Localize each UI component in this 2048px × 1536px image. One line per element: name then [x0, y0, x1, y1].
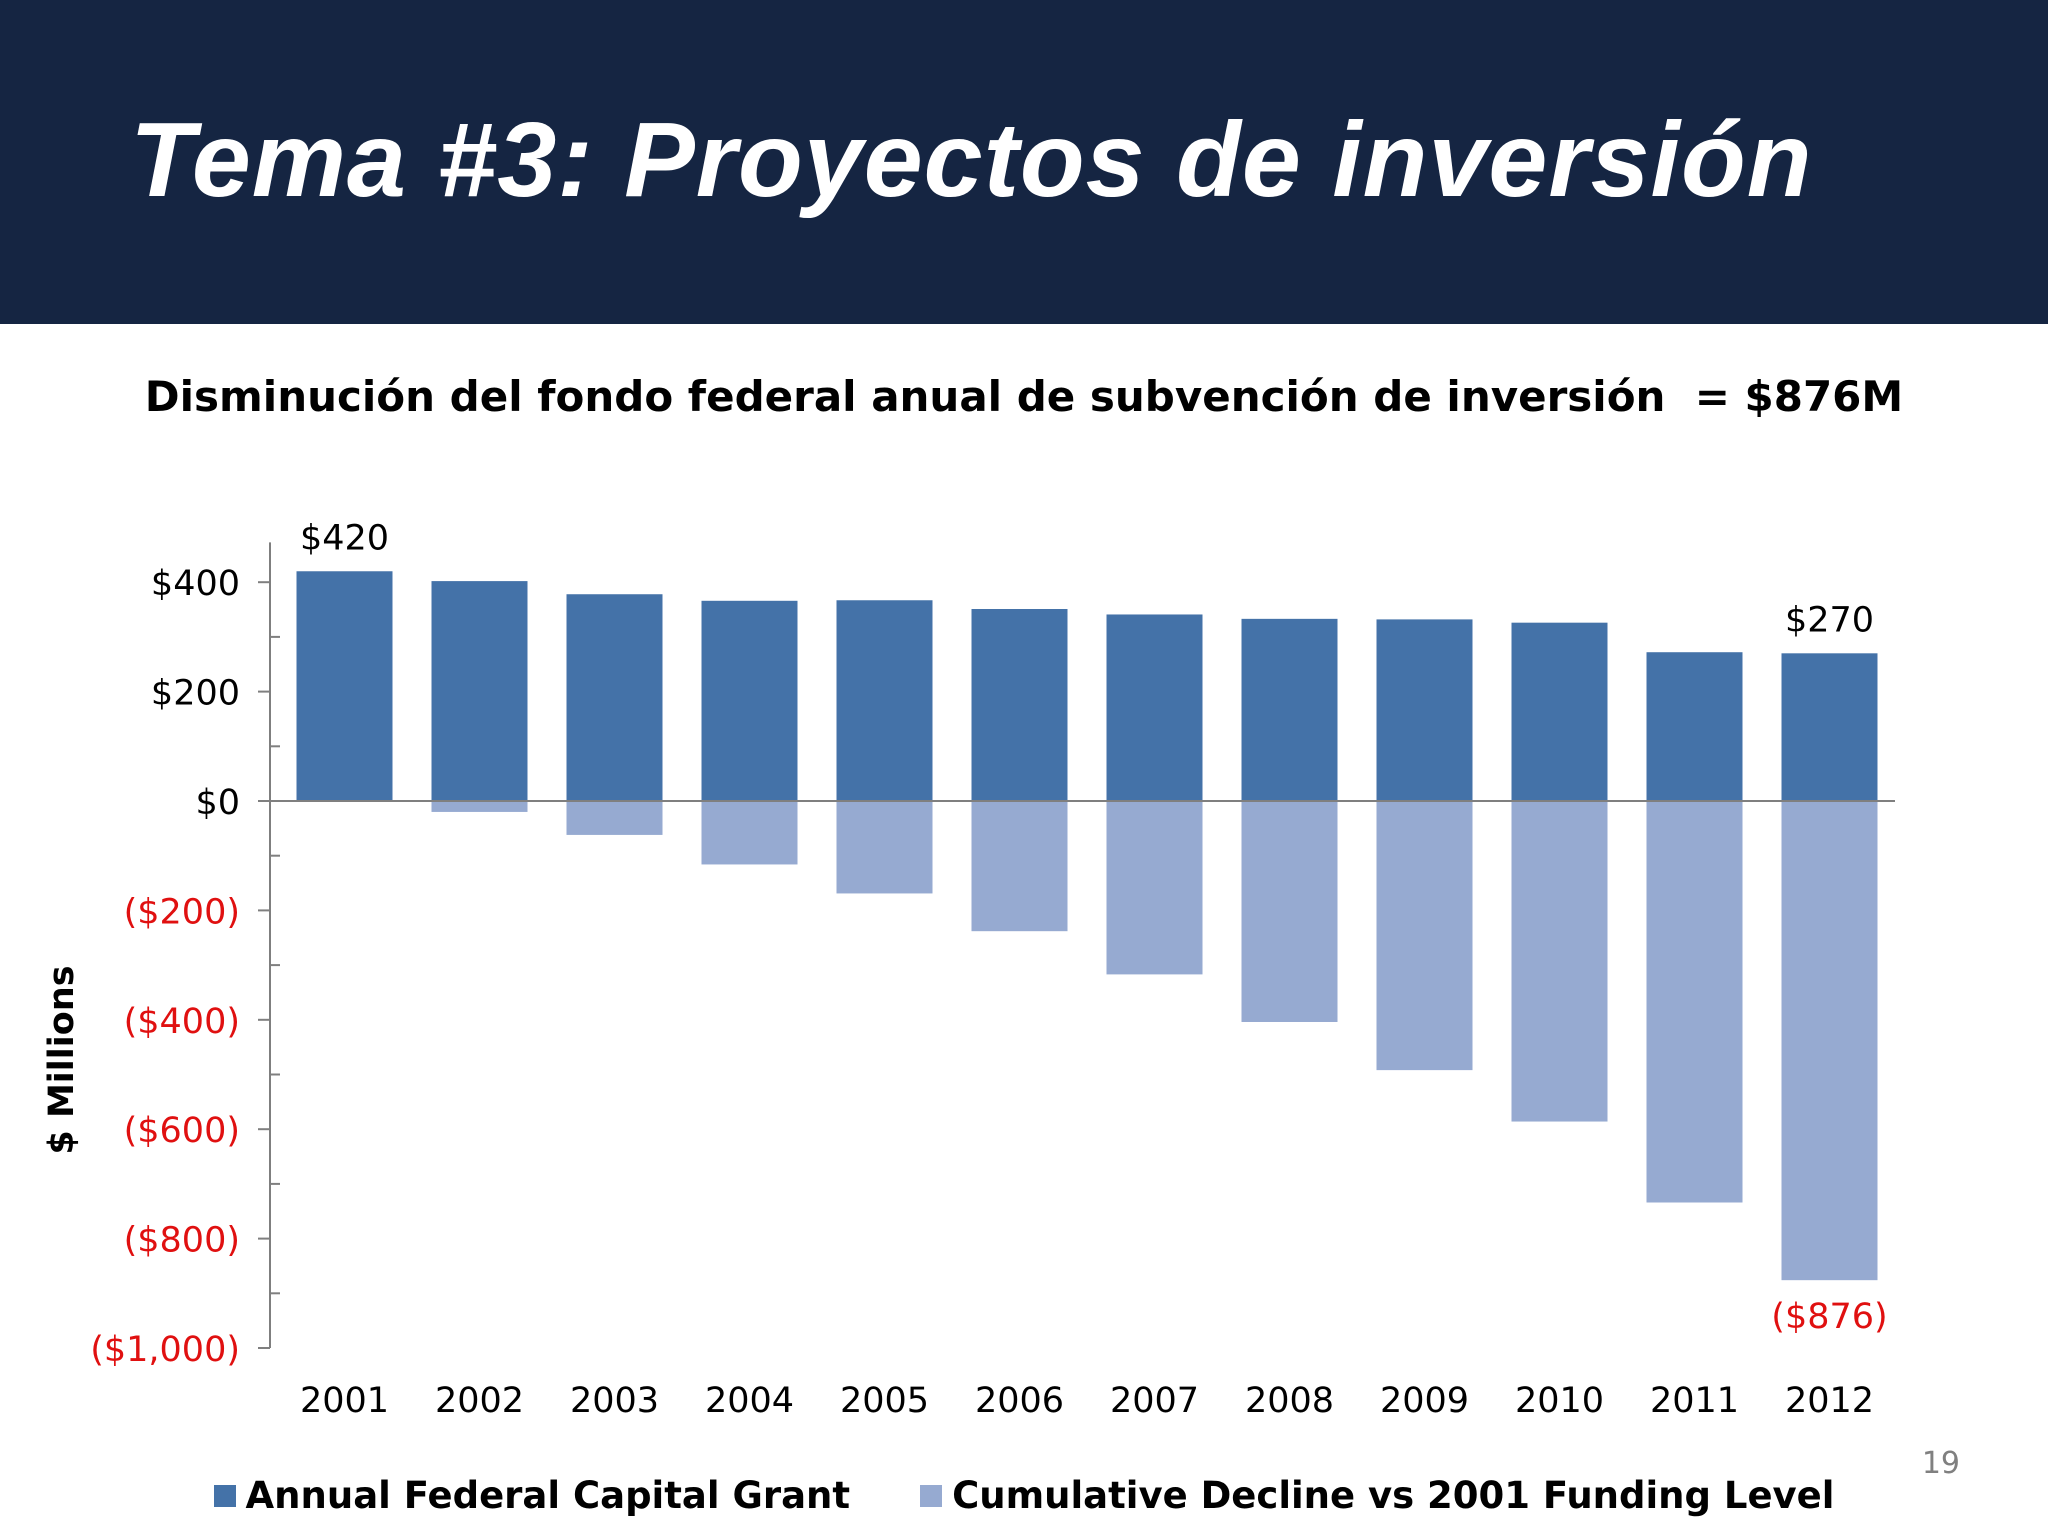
y-tick-label: ($800) — [124, 1221, 240, 1261]
decline-bar-2009 — [1376, 801, 1473, 1071]
grant-bar-2002 — [431, 581, 528, 801]
slide-title: Tema #3: Proyectos de inversión — [130, 101, 1813, 219]
legend-item-grant: Annual Federal Capital Grant — [213, 1474, 851, 1517]
title-bar: Tema #3: Proyectos de inversión — [0, 0, 2048, 324]
decline-bar-2008 — [1241, 801, 1338, 1022]
grant-bar-2009 — [1376, 619, 1473, 801]
chart-legend: Annual Federal Capital Grant Cumulative … — [0, 1474, 2048, 1517]
data-label-2001: $420 — [300, 518, 389, 558]
decline-bar-2007 — [1106, 801, 1203, 975]
y-tick-label: ($400) — [124, 1002, 240, 1042]
decline-bar-2011 — [1646, 801, 1743, 1203]
legend-item-decline: Cumulative Decline vs 2001 Funding Level — [920, 1474, 1834, 1517]
grant-bar-2005 — [836, 600, 933, 801]
x-tick-label-2011: 2011 — [1650, 1381, 1739, 1421]
grant-bar-2004 — [701, 600, 798, 801]
legend-label-decline: Cumulative Decline vs 2001 Funding Level — [952, 1474, 1835, 1517]
x-tick-label-2001: 2001 — [300, 1381, 389, 1421]
grant-bar-2007 — [1106, 614, 1203, 801]
y-tick-label: $200 — [151, 674, 240, 714]
y-tick-label: $0 — [195, 783, 240, 823]
decline-bar-2012 — [1781, 801, 1878, 1281]
y-tick-label: ($600) — [124, 1111, 240, 1151]
grant-bar-2011 — [1646, 652, 1743, 801]
x-tick-label-2006: 2006 — [975, 1381, 1064, 1421]
decline-bar-2010 — [1511, 801, 1608, 1122]
x-tick-label-2008: 2008 — [1245, 1381, 1334, 1421]
legend-swatch-decline — [920, 1484, 943, 1507]
y-tick-label: ($1,000) — [90, 1330, 240, 1370]
grant-bar-2003 — [566, 594, 663, 801]
legend-label-grant: Annual Federal Capital Grant — [245, 1474, 851, 1517]
y-tick-label: ($200) — [124, 892, 240, 932]
grant-bar-2001 — [296, 571, 393, 801]
page-number: 19 — [1921, 1446, 1960, 1481]
x-tick-label-2002: 2002 — [435, 1381, 524, 1421]
x-tick-label-2003: 2003 — [570, 1381, 659, 1421]
x-tick-label-2010: 2010 — [1515, 1381, 1604, 1421]
chart-title: Disminución del fondo federal anual de s… — [144, 372, 1904, 421]
decline-bar-2002 — [431, 801, 528, 812]
grant-bar-2006 — [971, 609, 1068, 801]
decline-bar-2005 — [836, 801, 933, 894]
y-tick-label: $400 — [151, 564, 240, 604]
data-label-2012: ($876) — [1771, 1297, 1887, 1337]
x-tick-label-2012: 2012 — [1785, 1381, 1874, 1421]
x-tick-label-2009: 2009 — [1380, 1381, 1469, 1421]
x-tick-label-2007: 2007 — [1110, 1381, 1199, 1421]
decline-bar-2003 — [566, 801, 663, 835]
x-tick-label-2004: 2004 — [705, 1381, 794, 1421]
grant-bar-2008 — [1241, 618, 1338, 801]
decline-bar-2006 — [971, 801, 1068, 932]
legend-swatch-grant — [213, 1484, 236, 1507]
x-tick-label-2005: 2005 — [840, 1381, 929, 1421]
grant-bar-2012 — [1781, 653, 1878, 801]
grant-bar-2010 — [1511, 622, 1608, 801]
y-axis-label: $ Millions — [42, 965, 82, 1154]
data-label-2012: $270 — [1785, 600, 1874, 640]
decline-bar-2004 — [701, 801, 798, 865]
